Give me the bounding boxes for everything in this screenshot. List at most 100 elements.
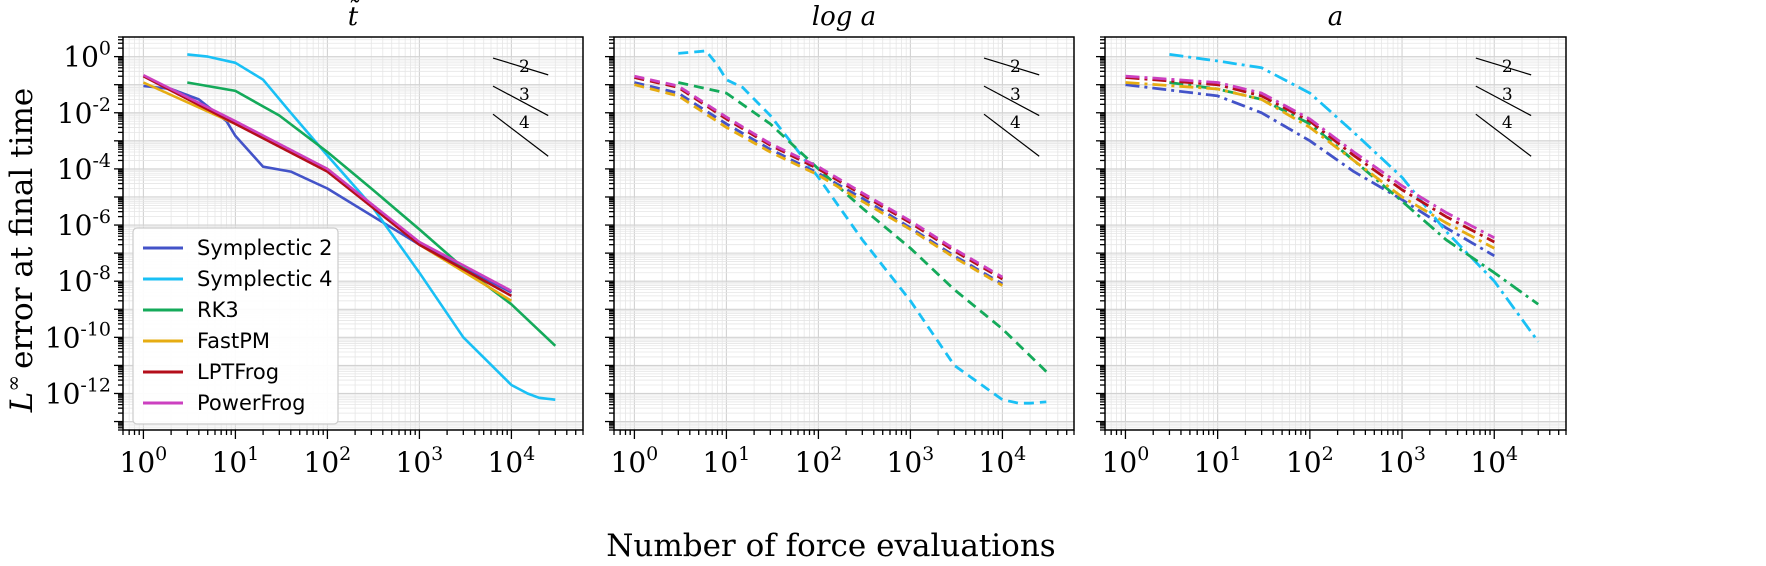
y-tick-label: 10-2 <box>57 94 111 130</box>
y-tick-exp: -4 <box>92 150 111 172</box>
grid <box>1104 36 1567 431</box>
x-tick-label: 100 <box>611 443 659 479</box>
y-tick-base: 10 <box>57 97 93 130</box>
ticks <box>605 36 1075 439</box>
panel-title: log a <box>812 2 876 32</box>
slope-label-4: 4 <box>519 113 530 133</box>
x-tick-exp: 0 <box>1137 443 1149 465</box>
x-tick-base: 10 <box>1102 446 1138 479</box>
y-tick-exp: -6 <box>92 206 111 228</box>
x-tick-base: 10 <box>1378 446 1414 479</box>
x-tick-label: 104 <box>1470 443 1518 479</box>
slope-guides: 2 3 4 <box>492 57 549 157</box>
x-tick-base: 10 <box>1286 446 1322 479</box>
legend-item: Symplectic 4 <box>143 267 333 291</box>
slope-guides: 2 3 4 <box>983 57 1040 157</box>
y-tick-base: 10 <box>45 377 81 410</box>
legend-item: RK3 <box>143 298 239 322</box>
series-line-symplectic-2 <box>143 84 512 294</box>
x-tick-label: 103 <box>1378 443 1426 479</box>
series-line-symplectic-4 <box>678 49 1047 405</box>
x-tick-base: 10 <box>1470 446 1506 479</box>
x-tick-exp: 4 <box>1506 443 1518 465</box>
legend: Symplectic 2 Symplectic 4 RK3 FastPM LPTFrog… <box>132 227 339 425</box>
series-group <box>1125 53 1540 343</box>
series-line-rk3 <box>1169 81 1540 306</box>
y-tick-exp: 0 <box>99 38 111 60</box>
x-tick-label: 103 <box>396 443 444 479</box>
x-tick-base: 10 <box>611 446 647 479</box>
x-tick-base: 10 <box>1194 446 1230 479</box>
axes-frame <box>122 36 584 431</box>
x-tick-label: 102 <box>1286 443 1334 479</box>
x-tick-exp: 1 <box>247 443 259 465</box>
x-tick-exp: 2 <box>339 443 351 465</box>
ticks <box>114 36 584 439</box>
x-axis-label: Number of force evaluations <box>606 528 1055 564</box>
x-tick-label: 104 <box>488 443 536 479</box>
y-tick-exp: -10 <box>80 318 111 340</box>
series-line-powerfrog <box>142 73 513 293</box>
slope-line-2 <box>983 57 1040 76</box>
x-tick-exp: 4 <box>1014 443 1026 465</box>
legend-label: FastPM <box>197 329 270 353</box>
axes-frame <box>613 36 1075 431</box>
series-group <box>142 53 557 401</box>
legend-item: Symplectic 2 <box>143 236 333 260</box>
series-line-lptfrog <box>1125 76 1495 244</box>
y-tick-label: 10-12 <box>45 374 111 410</box>
x-tick-base: 10 <box>212 446 248 479</box>
x-tick-base: 10 <box>979 446 1015 479</box>
y-axis-label-sup: ∞ <box>1 375 25 392</box>
x-tick-exp: 1 <box>1229 443 1241 465</box>
slope-line-3 <box>983 85 1040 117</box>
slope-line-3 <box>1475 85 1532 117</box>
y-tick-base: 10 <box>45 321 81 354</box>
x-tick-exp: 0 <box>646 443 658 465</box>
x-tick-label: 100 <box>120 443 168 479</box>
slope-line-2 <box>492 57 549 76</box>
slope-line-2 <box>1475 57 1532 76</box>
y-tick-label: 10-6 <box>57 206 111 242</box>
legend-label: LPTFrog <box>197 360 279 384</box>
slope-line-4 <box>1475 113 1532 157</box>
x-tick-exp: 2 <box>830 443 842 465</box>
panel-title: t̃ <box>348 0 361 32</box>
slope-label-2: 2 <box>519 57 530 77</box>
x-tick-base: 10 <box>396 446 432 479</box>
x-tick-label: 104 <box>979 443 1027 479</box>
y-tick-label: 10-10 <box>45 318 111 354</box>
series-line-rk3 <box>677 81 1048 373</box>
slope-label-2: 2 <box>1502 57 1513 77</box>
y-tick-exp: -8 <box>92 262 111 284</box>
legend-label: Symplectic 2 <box>197 236 333 260</box>
x-tick-exp: 1 <box>738 443 750 465</box>
legend-label: Symplectic 4 <box>197 267 333 291</box>
legend-label: PowerFrog <box>197 391 305 415</box>
y-tick-label: 100 <box>63 38 111 74</box>
x-tick-base: 10 <box>795 446 831 479</box>
slope-label-4: 4 <box>1502 113 1513 133</box>
x-tick-exp: 4 <box>523 443 535 465</box>
x-tick-exp: 3 <box>1414 443 1426 465</box>
y-axis-label-text: error at final time <box>4 88 40 369</box>
series-line-lptfrog <box>142 75 513 298</box>
series-line-symplectic-2 <box>1125 83 1496 258</box>
series-line-symplectic-2 <box>634 81 1004 286</box>
y-axis-label-math: L <box>4 392 40 414</box>
series-group <box>634 49 1048 405</box>
legend-item: LPTFrog <box>143 360 279 384</box>
legend-frame <box>132 227 339 425</box>
x-tick-base: 10 <box>304 446 340 479</box>
y-tick-base: 10 <box>57 265 93 298</box>
y-tick-exp: -2 <box>92 94 111 116</box>
y-tick-base: 10 <box>57 209 93 242</box>
series-line-fastpm <box>634 83 1004 287</box>
y-tick-exp: -12 <box>80 374 111 396</box>
series-line-powerfrog <box>634 74 1004 279</box>
x-tick-base: 10 <box>488 446 524 479</box>
x-tick-exp: 2 <box>1322 443 1334 465</box>
